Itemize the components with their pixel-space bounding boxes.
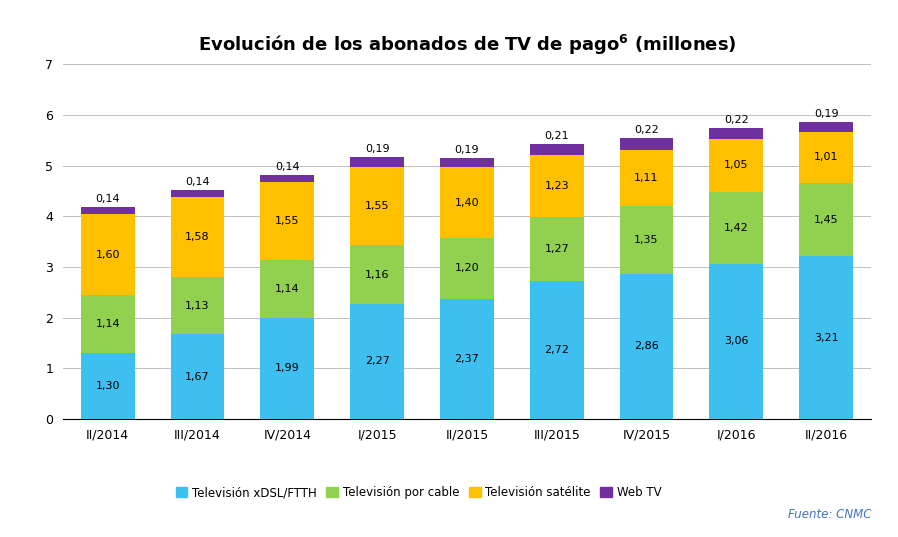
- Bar: [440, 238, 494, 299]
- Bar: [81, 353, 135, 419]
- Bar: [709, 128, 763, 139]
- Text: 1,05: 1,05: [724, 161, 749, 170]
- Text: 3,06: 3,06: [724, 336, 749, 346]
- Bar: [260, 175, 314, 182]
- Text: 1,45: 1,45: [814, 215, 839, 224]
- Bar: [440, 299, 494, 419]
- Bar: [260, 260, 314, 318]
- Text: 1,11: 1,11: [634, 172, 659, 183]
- Bar: [620, 149, 674, 206]
- Text: 1,14: 1,14: [95, 319, 120, 329]
- Bar: [799, 256, 853, 419]
- Bar: [620, 206, 674, 274]
- Text: 2,86: 2,86: [634, 342, 659, 351]
- Bar: [350, 245, 404, 304]
- Bar: [709, 192, 763, 264]
- Title: Evolución de los abonados de TV de pago$^{\mathbf{6}}$ (millones): Evolución de los abonados de TV de pago$…: [198, 32, 736, 56]
- Text: 0,21: 0,21: [544, 131, 569, 141]
- Text: 1,55: 1,55: [365, 201, 390, 211]
- Text: 0,14: 0,14: [95, 194, 120, 204]
- Text: 1,23: 1,23: [544, 181, 569, 191]
- Bar: [350, 157, 404, 166]
- Bar: [260, 318, 314, 419]
- Text: 2,72: 2,72: [544, 345, 569, 355]
- Text: 1,55: 1,55: [275, 216, 300, 226]
- Text: 0,19: 0,19: [814, 109, 839, 119]
- Text: 1,14: 1,14: [275, 284, 300, 294]
- Bar: [799, 183, 853, 256]
- Bar: [530, 281, 584, 419]
- Text: 1,40: 1,40: [454, 198, 480, 208]
- Bar: [440, 167, 494, 238]
- Text: 1,99: 1,99: [275, 364, 300, 373]
- Bar: [171, 197, 224, 277]
- Bar: [530, 155, 584, 217]
- Bar: [260, 182, 314, 260]
- Bar: [799, 132, 853, 183]
- Text: 1,20: 1,20: [454, 264, 480, 273]
- Bar: [350, 304, 404, 419]
- Text: 0,14: 0,14: [185, 177, 210, 187]
- Bar: [350, 166, 404, 245]
- Text: 1,42: 1,42: [724, 223, 749, 233]
- Text: 1,30: 1,30: [95, 381, 120, 391]
- Bar: [440, 157, 494, 167]
- Text: Fuente: CNMC: Fuente: CNMC: [788, 508, 871, 521]
- Text: 0,22: 0,22: [634, 125, 659, 135]
- Bar: [620, 274, 674, 419]
- Bar: [171, 277, 224, 335]
- Text: 2,37: 2,37: [454, 354, 480, 364]
- Bar: [81, 214, 135, 295]
- Bar: [530, 217, 584, 281]
- Bar: [709, 264, 763, 419]
- Text: 2,27: 2,27: [365, 357, 390, 366]
- Text: 0,19: 0,19: [454, 144, 480, 155]
- Bar: [81, 295, 135, 353]
- Text: 1,13: 1,13: [185, 301, 210, 311]
- Text: 1,60: 1,60: [95, 250, 120, 260]
- Bar: [171, 190, 224, 197]
- Text: 1,27: 1,27: [544, 244, 569, 254]
- Text: 0,14: 0,14: [275, 162, 300, 172]
- Text: 0,19: 0,19: [365, 144, 390, 154]
- Bar: [530, 144, 584, 155]
- Text: 1,35: 1,35: [634, 235, 659, 245]
- Text: 3,21: 3,21: [814, 332, 839, 343]
- Bar: [799, 122, 853, 132]
- Text: 1,01: 1,01: [814, 153, 839, 162]
- Bar: [709, 139, 763, 192]
- Bar: [81, 207, 135, 214]
- Bar: [620, 139, 674, 149]
- Bar: [171, 335, 224, 419]
- Legend: Televisión xDSL/FTTH, Televisión por cable, Televisión satélite, Web TV: Televisión xDSL/FTTH, Televisión por cab…: [171, 482, 666, 504]
- Text: 1,58: 1,58: [185, 232, 210, 242]
- Text: 1,67: 1,67: [185, 372, 210, 382]
- Text: 0,22: 0,22: [724, 115, 749, 125]
- Text: 1,16: 1,16: [365, 270, 390, 280]
